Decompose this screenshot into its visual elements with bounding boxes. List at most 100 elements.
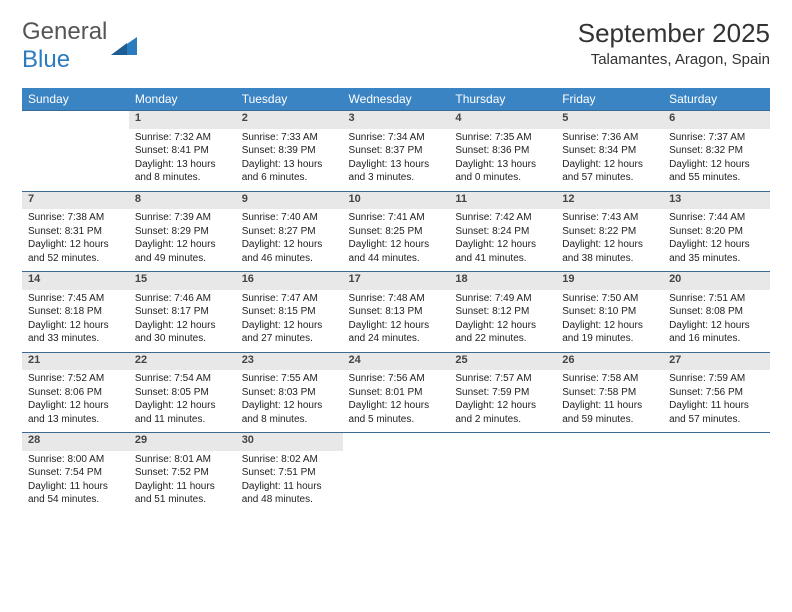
calendar-head: SundayMondayTuesdayWednesdayThursdayFrid… [22,88,770,111]
daylight: Daylight: 11 hours and 54 minutes. [28,480,123,507]
day-number: 19 [556,272,663,290]
sunset: Sunset: 7:54 PM [28,466,123,480]
sunrise: Sunrise: 7:43 AM [562,211,657,225]
day-content-row: Sunrise: 7:52 AMSunset: 8:06 PMDaylight:… [22,370,770,433]
daylight: Daylight: 12 hours and 27 minutes. [242,319,337,346]
day-cell: Sunrise: 7:59 AMSunset: 7:56 PMDaylight:… [663,370,770,433]
day-cell: Sunrise: 7:40 AMSunset: 8:27 PMDaylight:… [236,209,343,272]
day-number: 27 [663,352,770,370]
sunset: Sunset: 8:06 PM [28,386,123,400]
day-cell: Sunrise: 7:51 AMSunset: 8:08 PMDaylight:… [663,290,770,353]
day-cell: Sunrise: 7:34 AMSunset: 8:37 PMDaylight:… [343,129,450,192]
daylight: Daylight: 12 hours and 13 minutes. [28,399,123,426]
daylight: Daylight: 13 hours and 8 minutes. [135,158,230,185]
day-number: 6 [663,111,770,129]
day-number: 2 [236,111,343,129]
day-number: 23 [236,352,343,370]
day-cell: Sunrise: 8:02 AMSunset: 7:51 PMDaylight:… [236,451,343,513]
sunset: Sunset: 8:34 PM [562,144,657,158]
day-number: 8 [129,191,236,209]
day-number-row: 282930 [22,433,770,451]
calendar: SundayMondayTuesdayWednesdayThursdayFrid… [22,88,770,513]
day-cell: Sunrise: 7:45 AMSunset: 8:18 PMDaylight:… [22,290,129,353]
empty-day-number [556,433,663,451]
day-number: 25 [449,352,556,370]
logo-word-1: General [22,18,107,45]
sunset: Sunset: 8:24 PM [455,225,550,239]
sunrise: Sunrise: 7:33 AM [242,131,337,145]
daylight: Daylight: 12 hours and 49 minutes. [135,238,230,265]
sunrise: Sunrise: 7:56 AM [349,372,444,386]
day-cell: Sunrise: 7:48 AMSunset: 8:13 PMDaylight:… [343,290,450,353]
day-number: 16 [236,272,343,290]
sunrise: Sunrise: 7:58 AM [562,372,657,386]
sunset: Sunset: 8:10 PM [562,305,657,319]
sunset: Sunset: 8:37 PM [349,144,444,158]
day-content-row: Sunrise: 7:45 AMSunset: 8:18 PMDaylight:… [22,290,770,353]
daylight: Daylight: 11 hours and 59 minutes. [562,399,657,426]
daylight: Daylight: 12 hours and 16 minutes. [669,319,764,346]
day-cell: Sunrise: 7:46 AMSunset: 8:17 PMDaylight:… [129,290,236,353]
day-cell: Sunrise: 7:56 AMSunset: 8:01 PMDaylight:… [343,370,450,433]
day-number: 13 [663,191,770,209]
daylight: Daylight: 12 hours and 46 minutes. [242,238,337,265]
sunrise: Sunrise: 7:39 AM [135,211,230,225]
day-cell: Sunrise: 7:57 AMSunset: 7:59 PMDaylight:… [449,370,556,433]
sunrise: Sunrise: 7:37 AM [669,131,764,145]
sunrise: Sunrise: 7:42 AM [455,211,550,225]
day-number: 11 [449,191,556,209]
sunset: Sunset: 7:56 PM [669,386,764,400]
sunset: Sunset: 8:17 PM [135,305,230,319]
sunrise: Sunrise: 7:59 AM [669,372,764,386]
daylight: Daylight: 12 hours and 44 minutes. [349,238,444,265]
weekday-header: Friday [556,88,663,111]
day-content-row: Sunrise: 8:00 AMSunset: 7:54 PMDaylight:… [22,451,770,513]
sunset: Sunset: 7:58 PM [562,386,657,400]
empty-day-cell [556,451,663,513]
day-cell: Sunrise: 7:43 AMSunset: 8:22 PMDaylight:… [556,209,663,272]
day-content-row: Sunrise: 7:32 AMSunset: 8:41 PMDaylight:… [22,129,770,192]
sunrise: Sunrise: 7:49 AM [455,292,550,306]
day-number: 1 [129,111,236,129]
empty-day-cell [22,129,129,192]
header: General Blue September 2025 Talamantes, … [22,18,770,74]
sunset: Sunset: 8:15 PM [242,305,337,319]
day-number: 4 [449,111,556,129]
day-cell: Sunrise: 8:00 AMSunset: 7:54 PMDaylight:… [22,451,129,513]
day-cell: Sunrise: 7:54 AMSunset: 8:05 PMDaylight:… [129,370,236,433]
empty-day-number [449,433,556,451]
weekday-header: Wednesday [343,88,450,111]
day-number-row: 123456 [22,111,770,129]
daylight: Daylight: 13 hours and 0 minutes. [455,158,550,185]
day-number: 17 [343,272,450,290]
day-cell: Sunrise: 7:58 AMSunset: 7:58 PMDaylight:… [556,370,663,433]
day-cell: Sunrise: 7:36 AMSunset: 8:34 PMDaylight:… [556,129,663,192]
daylight: Daylight: 12 hours and 41 minutes. [455,238,550,265]
sunset: Sunset: 8:05 PM [135,386,230,400]
day-cell: Sunrise: 7:52 AMSunset: 8:06 PMDaylight:… [22,370,129,433]
sunrise: Sunrise: 8:00 AM [28,453,123,467]
day-cell: Sunrise: 8:01 AMSunset: 7:52 PMDaylight:… [129,451,236,513]
day-cell: Sunrise: 7:41 AMSunset: 8:25 PMDaylight:… [343,209,450,272]
daylight: Daylight: 12 hours and 2 minutes. [455,399,550,426]
daylight: Daylight: 12 hours and 33 minutes. [28,319,123,346]
day-cell: Sunrise: 7:35 AMSunset: 8:36 PMDaylight:… [449,129,556,192]
title-block: September 2025 Talamantes, Aragon, Spain [578,18,770,68]
day-number-row: 14151617181920 [22,272,770,290]
daylight: Daylight: 12 hours and 22 minutes. [455,319,550,346]
sunset: Sunset: 8:25 PM [349,225,444,239]
sunrise: Sunrise: 7:32 AM [135,131,230,145]
day-cell: Sunrise: 7:39 AMSunset: 8:29 PMDaylight:… [129,209,236,272]
calendar-body: 123456Sunrise: 7:32 AMSunset: 8:41 PMDay… [22,111,770,513]
sunset: Sunset: 8:36 PM [455,144,550,158]
day-number-row: 78910111213 [22,191,770,209]
sunrise: Sunrise: 7:57 AM [455,372,550,386]
sunrise: Sunrise: 7:35 AM [455,131,550,145]
sunset: Sunset: 8:13 PM [349,305,444,319]
daylight: Daylight: 12 hours and 11 minutes. [135,399,230,426]
sunset: Sunset: 8:32 PM [669,144,764,158]
weekday-header: Saturday [663,88,770,111]
day-number: 10 [343,191,450,209]
day-number: 12 [556,191,663,209]
sunrise: Sunrise: 7:47 AM [242,292,337,306]
